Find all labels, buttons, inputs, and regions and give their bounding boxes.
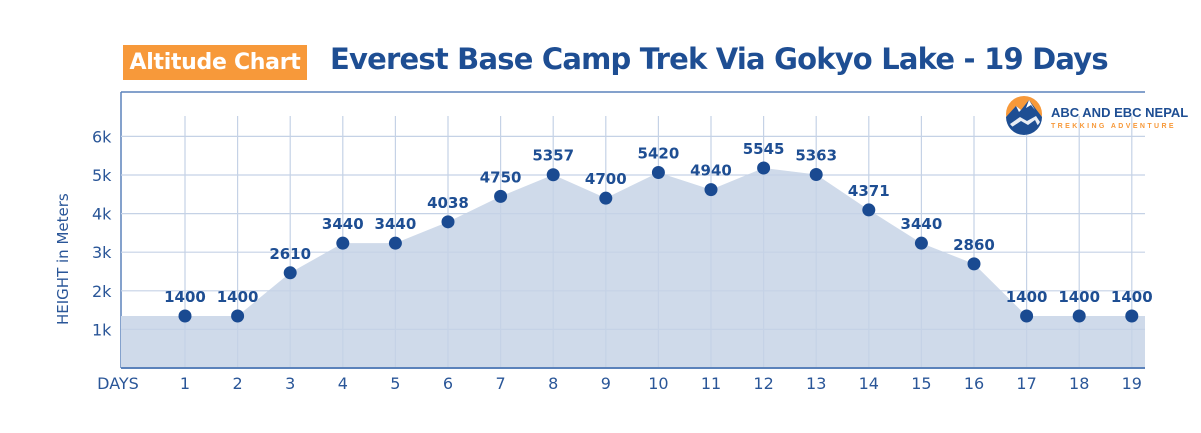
x-tick-label: 2: [233, 374, 243, 393]
data-value-label: 5363: [795, 147, 837, 165]
data-value-label: 3440: [322, 215, 364, 233]
y-axis-label: HEIGHT in Meters: [54, 193, 72, 325]
data-value-label: 1400: [164, 288, 206, 306]
data-point-marker: [967, 257, 981, 271]
x-tick-label: 3: [285, 374, 295, 393]
mountain-sun-logo-icon: [1006, 96, 1042, 135]
y-tick-label: 5k: [92, 166, 112, 185]
data-point-marker: [178, 309, 192, 323]
data-value-label: 3440: [375, 215, 417, 233]
y-tick-label: 3k: [92, 243, 112, 262]
x-tick-label: 6: [443, 374, 453, 393]
data-labels: 1400 1400 2610 3440 3440 4038 4750 5357 4700 5420…: [164, 140, 1153, 306]
grid-lines: [121, 116, 1145, 368]
data-point-marker: [1125, 309, 1139, 323]
data-value-label: 3440: [901, 215, 943, 233]
data-point-marker: [651, 165, 665, 179]
x-tick-label: 5: [390, 374, 400, 393]
x-tick-label: 13: [806, 374, 826, 393]
data-point-marker: [494, 189, 508, 203]
data-value-label: 5545: [743, 140, 785, 158]
x-tick-label: 15: [911, 374, 931, 393]
company-logo: ABC AND EBC NEPAL TREKKING ADVENTURE: [1006, 96, 1188, 135]
area-fill: [121, 168, 1145, 368]
x-tick-label: 14: [859, 374, 879, 393]
data-points: [178, 161, 1139, 323]
data-value-label: 5420: [638, 144, 680, 162]
data-value-label: 1400: [1006, 288, 1048, 306]
x-tick-label: 8: [548, 374, 558, 393]
y-tick-label: 1k: [92, 320, 112, 339]
x-tick-label: 10: [648, 374, 668, 393]
x-tick-label: 16: [964, 374, 984, 393]
x-tick-label: 7: [496, 374, 506, 393]
data-point-marker: [1072, 309, 1086, 323]
data-value-label: 4750: [480, 168, 522, 186]
data-value-label: 1400: [217, 288, 259, 306]
data-point-marker: [231, 309, 245, 323]
data-value-label: 4371: [848, 182, 890, 200]
data-value-label: 4038: [427, 194, 469, 212]
data-point-marker: [283, 266, 297, 280]
x-tick-label: 1: [180, 374, 190, 393]
x-tick-label: 11: [701, 374, 721, 393]
y-tick-label: 6k: [92, 127, 112, 146]
y-axis-ticks: 1k 2k 3k 4k 5k 6k: [92, 127, 112, 339]
chart-title: Everest Base Camp Trek Via Gokyo Lake - …: [330, 42, 1109, 76]
data-point-marker: [336, 236, 350, 250]
x-axis-label: DAYS: [97, 374, 139, 393]
data-point-marker: [388, 236, 402, 250]
x-tick-label: 4: [338, 374, 348, 393]
x-tick-label: 18: [1069, 374, 1089, 393]
data-value-label: 5357: [532, 147, 574, 165]
logo-tagline: TREKKING ADVENTURE: [1051, 123, 1176, 130]
x-axis-ticks: DAYS 1 2 3 4 5 6 7 8 9 10 11 12 13 14 15 16 17 18 19: [97, 374, 1142, 393]
data-point-marker: [757, 161, 771, 175]
data-point-marker: [1020, 309, 1034, 323]
data-point-marker: [862, 203, 876, 217]
data-value-label: 2860: [953, 236, 995, 254]
data-point-marker: [599, 191, 613, 205]
altitude-area: [121, 168, 1145, 368]
logo-name: ABC AND EBC NEPAL: [1051, 105, 1188, 120]
data-value-label: 4940: [690, 162, 732, 180]
x-tick-label: 17: [1016, 374, 1036, 393]
data-point-marker: [914, 236, 928, 250]
data-point-marker: [441, 215, 455, 229]
data-value-label: 1400: [1111, 288, 1153, 306]
data-point-marker: [546, 168, 560, 182]
x-tick-label: 9: [601, 374, 611, 393]
data-value-label: 1400: [1058, 288, 1100, 306]
data-value-label: 4700: [585, 170, 627, 188]
x-tick-label: 12: [753, 374, 773, 393]
data-point-marker: [704, 183, 718, 197]
data-value-label: 2610: [269, 245, 311, 263]
y-tick-label: 4k: [92, 205, 112, 224]
altitude-chart-badge: Altitude Chart: [123, 45, 307, 80]
data-point-marker: [809, 168, 823, 182]
y-tick-label: 2k: [92, 282, 112, 301]
x-tick-label: 19: [1122, 374, 1142, 393]
